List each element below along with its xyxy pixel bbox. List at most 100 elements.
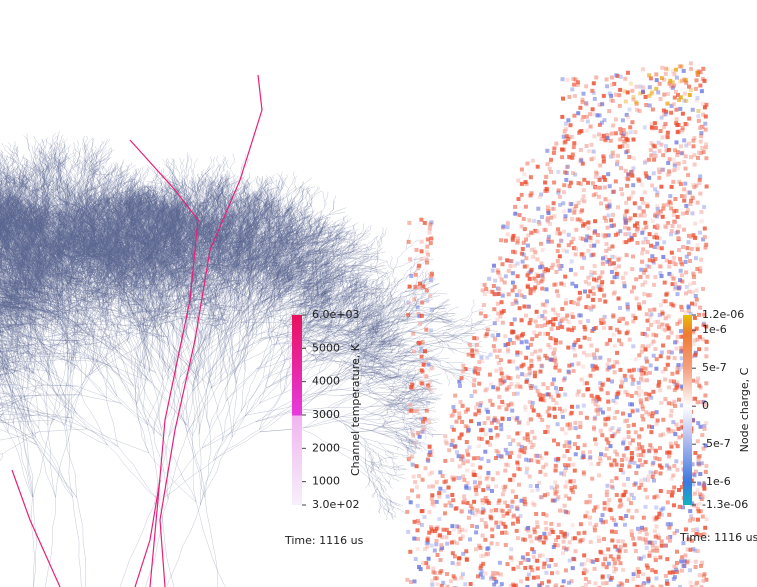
node	[576, 218, 580, 222]
node	[423, 515, 427, 519]
node	[629, 195, 633, 199]
node	[553, 499, 557, 503]
node	[695, 298, 699, 302]
node	[527, 558, 531, 562]
node	[500, 582, 504, 586]
node	[607, 358, 611, 362]
node	[499, 427, 503, 431]
node	[559, 282, 563, 286]
node	[525, 432, 529, 436]
node	[587, 337, 591, 341]
node	[493, 321, 497, 325]
node	[409, 500, 413, 504]
node	[587, 282, 591, 286]
node	[562, 148, 566, 152]
node	[592, 425, 596, 429]
node	[669, 111, 673, 115]
node	[678, 257, 682, 261]
node	[607, 199, 611, 203]
node	[542, 541, 546, 545]
node	[484, 287, 488, 291]
node	[490, 489, 494, 493]
node	[641, 240, 645, 244]
node	[488, 443, 492, 447]
node	[584, 577, 588, 581]
node	[512, 234, 516, 238]
node	[599, 429, 603, 433]
node	[567, 364, 571, 368]
node	[619, 187, 623, 191]
node	[704, 381, 708, 385]
node	[626, 149, 630, 153]
node	[661, 312, 665, 316]
node	[563, 469, 567, 473]
node	[423, 547, 427, 551]
node	[472, 336, 476, 340]
node	[542, 394, 546, 398]
node	[650, 184, 654, 188]
node	[573, 442, 577, 446]
node	[449, 579, 453, 583]
node	[622, 483, 626, 487]
node	[601, 154, 605, 158]
node	[554, 317, 558, 321]
node	[593, 567, 597, 571]
node	[688, 259, 692, 263]
node	[572, 326, 576, 330]
node	[534, 512, 538, 516]
node	[411, 463, 415, 467]
node	[661, 135, 665, 139]
node	[561, 551, 565, 555]
node	[516, 536, 520, 540]
node	[655, 78, 659, 82]
node	[427, 485, 431, 489]
node	[610, 224, 614, 228]
node	[637, 386, 641, 390]
node	[624, 169, 628, 173]
node	[499, 573, 503, 577]
node	[562, 378, 566, 382]
node	[630, 529, 634, 533]
node	[662, 78, 666, 82]
node	[601, 256, 605, 260]
node	[426, 253, 430, 257]
node	[568, 426, 572, 430]
node	[536, 567, 540, 571]
node	[627, 369, 631, 373]
node	[650, 92, 654, 96]
node	[646, 319, 650, 323]
node	[597, 535, 601, 539]
node	[573, 354, 577, 358]
node	[675, 108, 679, 112]
node	[513, 317, 517, 321]
node	[623, 523, 627, 527]
node	[613, 290, 617, 294]
node	[562, 546, 566, 550]
node	[579, 182, 583, 186]
node	[480, 457, 484, 461]
node	[500, 311, 504, 315]
node	[444, 535, 448, 539]
node	[607, 562, 611, 566]
node	[593, 417, 597, 421]
node	[653, 144, 657, 148]
node	[692, 272, 696, 276]
node	[696, 400, 700, 404]
node	[506, 463, 510, 467]
node	[660, 544, 664, 548]
node	[560, 115, 564, 119]
node	[657, 512, 661, 516]
node	[567, 444, 571, 448]
node	[602, 294, 606, 298]
node	[538, 265, 542, 269]
node	[518, 420, 522, 424]
node	[507, 417, 511, 421]
node	[570, 312, 574, 316]
node	[516, 236, 520, 240]
node	[515, 529, 519, 533]
node	[495, 355, 499, 359]
node	[611, 124, 615, 128]
time-label: Time: 1116 us	[284, 534, 364, 547]
node	[472, 500, 476, 504]
node	[546, 268, 550, 272]
